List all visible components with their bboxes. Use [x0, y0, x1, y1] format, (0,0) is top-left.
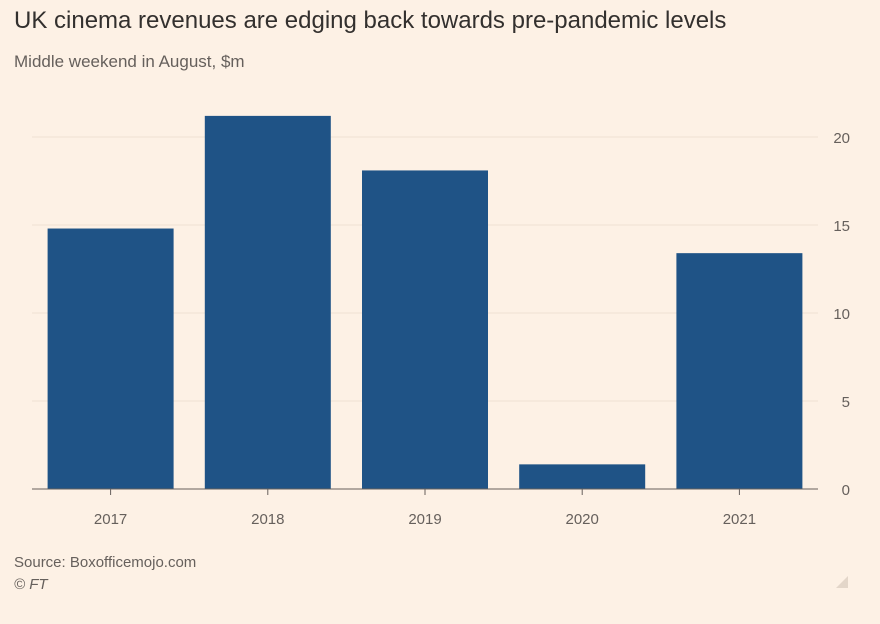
- x-tick-label: 2021: [723, 511, 756, 528]
- bar-2021: [676, 253, 803, 489]
- y-tick-label: 0: [842, 482, 850, 499]
- bar-2019: [362, 170, 488, 489]
- source-note: Source: Boxofficemojo.com: [14, 554, 197, 571]
- bars: [47, 115, 803, 489]
- chart-subtitle: Middle weekend in August, $m: [14, 52, 245, 71]
- ft-credit: © FT: [14, 576, 48, 593]
- y-tick-label: 15: [833, 218, 850, 235]
- x-tick-label: 2020: [566, 511, 599, 528]
- x-tick-label: 2018: [251, 511, 284, 528]
- x-tick-label: 2017: [94, 511, 127, 528]
- axes: 0 5 10 15 20 2017 2018 2019 2020 2021: [32, 130, 850, 528]
- bar-2018: [204, 115, 331, 489]
- chart-title: UK cinema revenues are edging back towar…: [14, 7, 727, 34]
- y-tick-label: 20: [833, 130, 850, 147]
- bar-2020: [519, 464, 646, 489]
- y-tick-label: 10: [833, 306, 850, 323]
- x-tick-label: 2019: [408, 511, 441, 528]
- bar-2017: [47, 228, 174, 489]
- y-tick-label: 5: [842, 394, 850, 411]
- resize-handle-icon[interactable]: [836, 576, 848, 588]
